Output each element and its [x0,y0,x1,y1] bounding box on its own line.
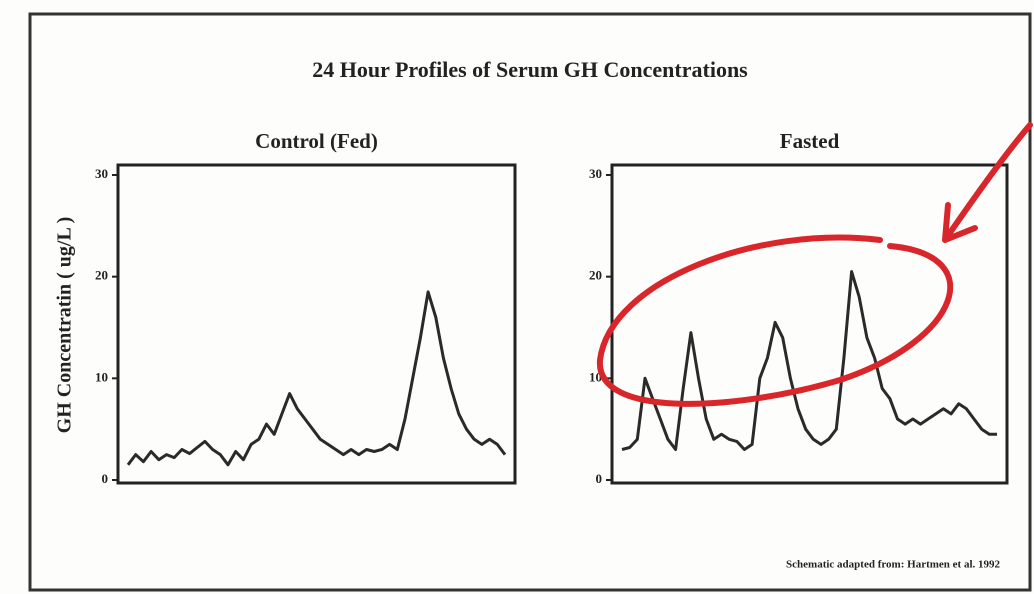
y-tick-label: 0 [596,471,603,486]
y-tick-label: 20 [589,268,602,283]
data-line [126,290,507,467]
source-note: Schematic adapted from: Hartmen et al. 1… [786,559,1000,571]
y-axis-label: GH Concentratin ( ug/L ) [54,217,76,434]
annotation-arrow [942,122,1033,243]
y-tick-label: 20 [95,268,108,283]
annotation-ellipse [596,234,954,407]
frame [28,12,1032,592]
y-tick-label: 30 [589,166,602,181]
chart-title: Control (Fed) [255,129,378,153]
y-tick-label: 30 [95,166,108,181]
plot-box [116,163,517,485]
main-title: 24 Hour Profiles of Serum GH Concentrati… [312,57,748,82]
y-tick-label: 10 [95,369,108,384]
chart-title: Fasted [780,129,840,153]
y-tick-label: 0 [102,471,109,486]
data-line [621,270,997,451]
